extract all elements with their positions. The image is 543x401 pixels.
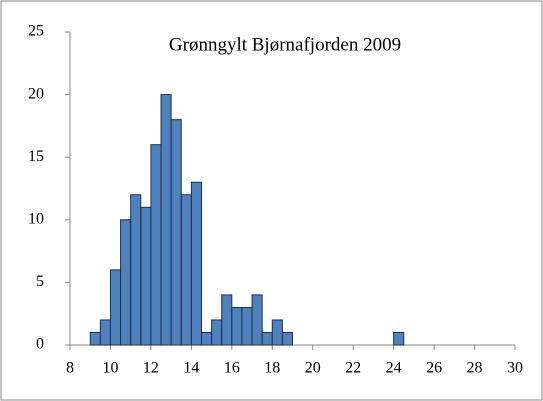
- y-tick-label: 15: [28, 148, 44, 165]
- bar: [281, 331, 293, 346]
- bar: [170, 119, 182, 346]
- x-tick-label: 10: [102, 360, 118, 377]
- x-tick-label: 26: [426, 360, 442, 377]
- bar: [261, 331, 273, 346]
- bar: [241, 306, 253, 346]
- y-tick-label: 20: [28, 85, 44, 102]
- x-tick-label: 12: [143, 360, 159, 377]
- y-tick-label: 25: [28, 23, 44, 40]
- bar: [150, 144, 162, 346]
- y-tick-label: 10: [28, 210, 44, 227]
- bar: [120, 219, 132, 346]
- x-tick-label: 20: [305, 360, 321, 377]
- y-tick-label: 0: [36, 336, 44, 353]
- bar: [109, 269, 122, 346]
- bar: [231, 306, 243, 346]
- bar: [180, 194, 192, 346]
- bar: [140, 206, 152, 346]
- x-tick-label: 24: [386, 360, 402, 377]
- bar: [130, 194, 142, 346]
- x-tick-label: 8: [66, 360, 74, 377]
- bar: [221, 294, 233, 346]
- bar: [190, 181, 202, 346]
- bar: [99, 319, 111, 346]
- x-tick-label: 14: [183, 360, 199, 377]
- bar: [211, 319, 223, 346]
- x-tick-label: 16: [224, 360, 240, 377]
- x-tick-label: 30: [507, 360, 523, 377]
- bar: [160, 94, 172, 346]
- chart-title: Grønngylt Bjørnafjorden 2009: [169, 34, 401, 55]
- bar: [200, 331, 213, 346]
- x-tick-label: 28: [467, 360, 483, 377]
- y-tick-label: 5: [36, 273, 44, 290]
- bar: [89, 331, 101, 346]
- x-tick-label: 18: [264, 360, 280, 377]
- bar: [393, 331, 405, 346]
- bar: [251, 294, 263, 346]
- bar: [271, 319, 283, 346]
- x-tick-label: 22: [345, 360, 361, 377]
